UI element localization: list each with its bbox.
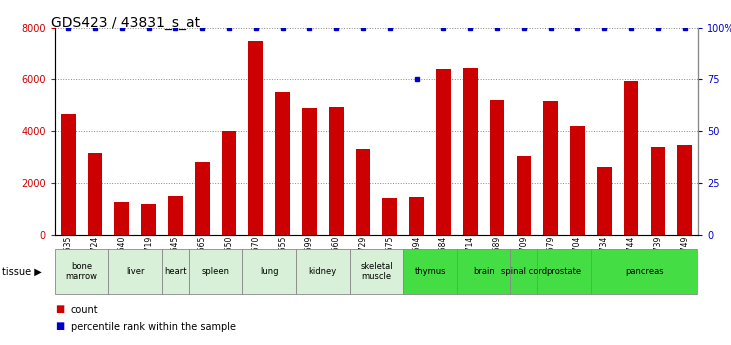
Bar [436,69,451,235]
Text: tissue ▶: tissue ▶ [2,267,42,277]
Text: brain: brain [473,267,495,276]
Bar [543,101,558,235]
Bar [195,162,210,235]
Text: bone
marrow: bone marrow [66,262,98,282]
Bar [597,167,612,235]
Bar [168,196,183,235]
Bar [510,249,537,294]
Bar [276,92,290,235]
Bar [624,81,638,235]
Text: lung: lung [260,267,279,276]
Text: ■: ■ [55,321,64,331]
Bar [517,156,531,235]
Text: kidney: kidney [308,267,337,276]
Bar [404,249,457,294]
Text: count: count [71,305,99,315]
Bar [678,145,692,235]
Bar [409,197,424,235]
Bar [55,249,108,294]
Bar [329,107,344,235]
Bar [570,126,585,235]
Bar [302,108,317,235]
Bar [457,249,510,294]
Bar [249,40,263,235]
Bar [349,249,404,294]
Bar [108,249,162,294]
Text: pancreas: pancreas [625,267,664,276]
Bar [88,153,102,235]
Bar [382,198,397,235]
Text: liver: liver [126,267,145,276]
Text: thymus: thymus [414,267,446,276]
Text: heart: heart [164,267,186,276]
Bar [296,249,349,294]
Bar [537,249,591,294]
Bar [115,202,129,235]
Bar [591,249,698,294]
Bar [141,204,156,235]
Text: GDS423 / 43831_s_at: GDS423 / 43831_s_at [51,16,200,30]
Text: ■: ■ [55,304,64,314]
Bar [61,114,75,235]
Text: spinal cord: spinal cord [501,267,547,276]
Bar [189,249,243,294]
Bar [356,149,371,235]
Text: skeletal
muscle: skeletal muscle [360,262,393,282]
Text: percentile rank within the sample: percentile rank within the sample [71,322,236,332]
Text: spleen: spleen [202,267,230,276]
Text: prostate: prostate [547,267,582,276]
Bar [221,131,236,235]
Bar [490,100,504,235]
Bar [463,68,477,235]
Bar [243,249,296,294]
Bar [162,249,189,294]
Bar [651,147,665,235]
